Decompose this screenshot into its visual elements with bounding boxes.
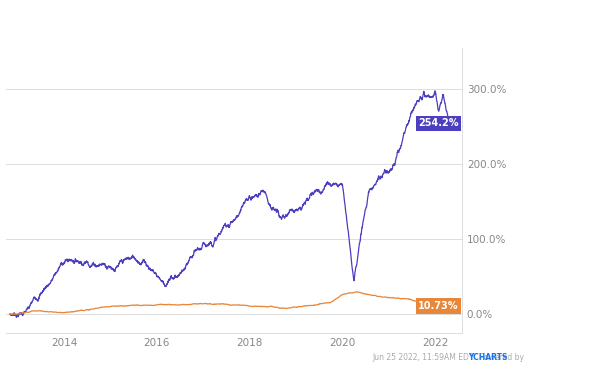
Text: 254.2%: 254.2% — [418, 118, 459, 128]
Text: YCHARTS: YCHARTS — [468, 352, 507, 362]
Text: Jun 25 2022, 11:59AM EDT.  Powered by: Jun 25 2022, 11:59AM EDT. Powered by — [372, 352, 526, 362]
Text: 10.73%: 10.73% — [418, 301, 459, 311]
